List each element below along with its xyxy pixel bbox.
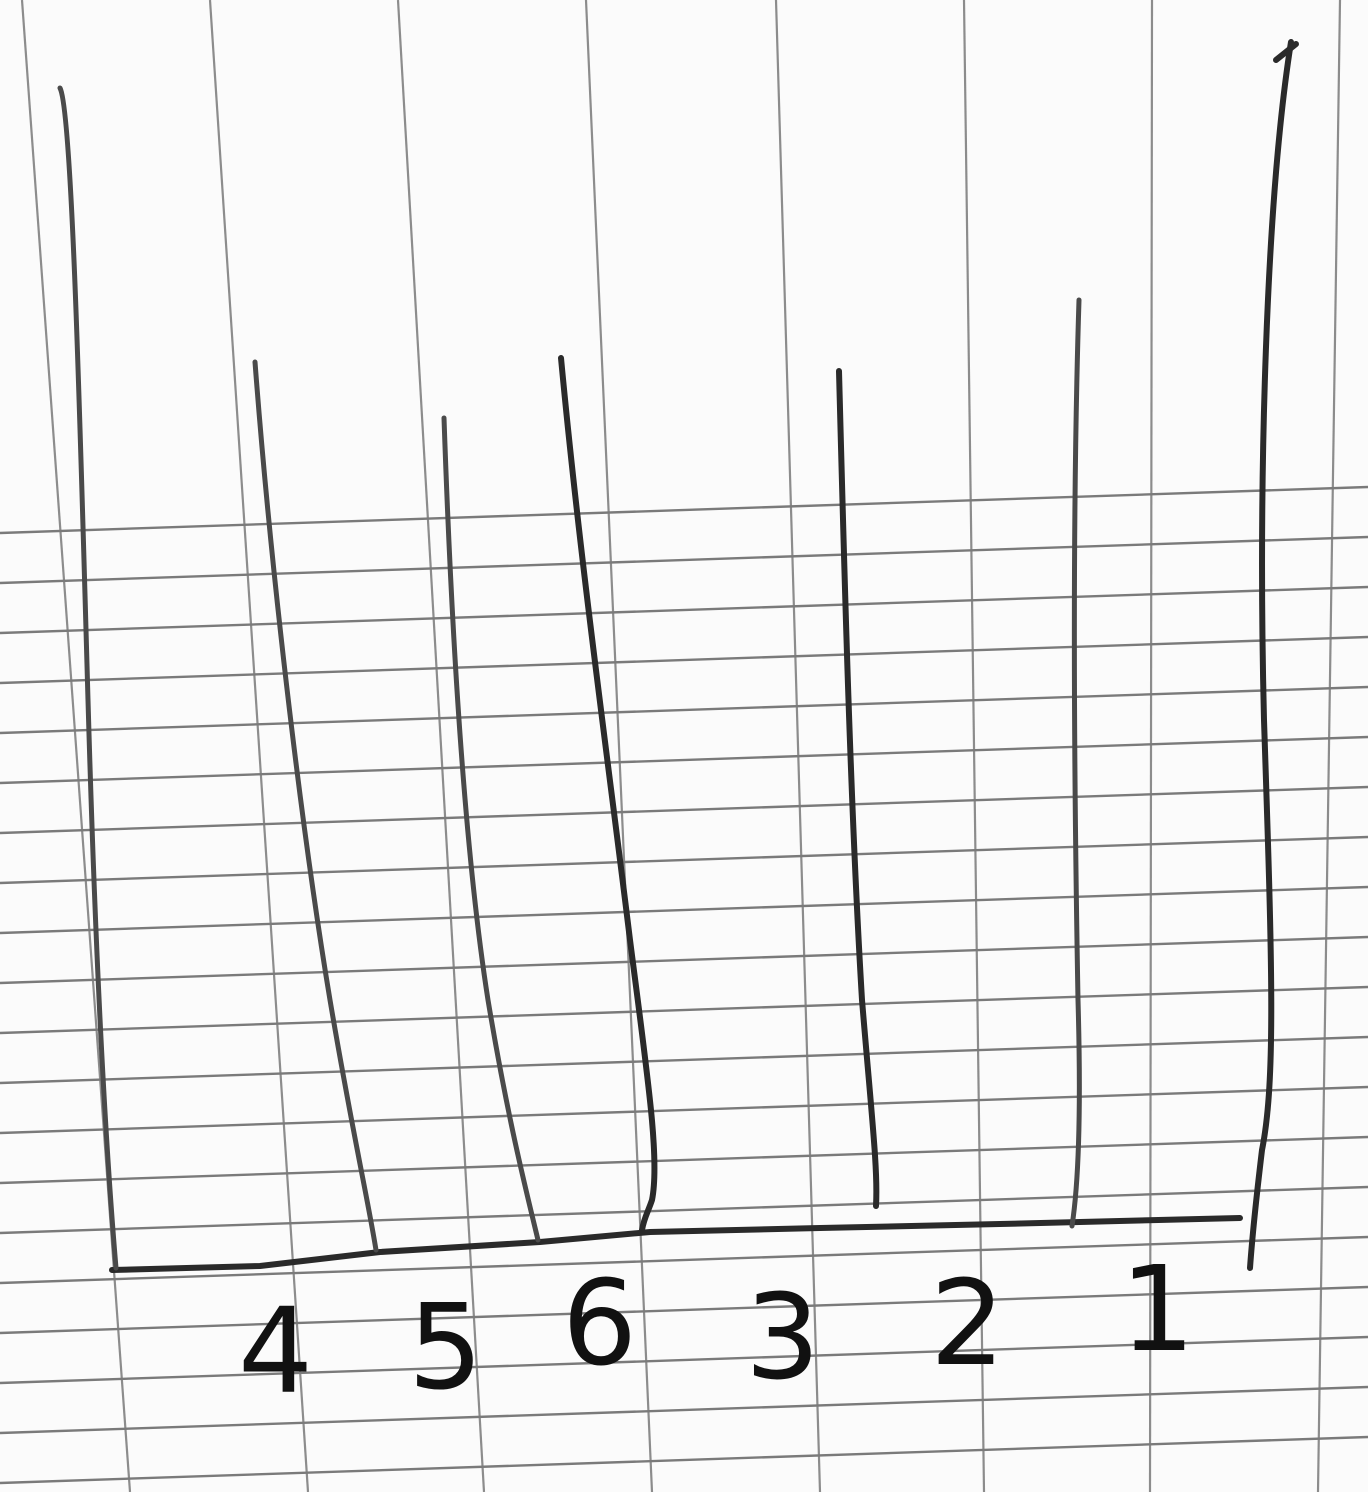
baseline-labels: 4 5 6 3 2 1 (238, 1240, 1195, 1420)
stick-2 (252, 359, 379, 1253)
stick-3 (441, 415, 541, 1243)
label-5: 5 (408, 1278, 483, 1416)
baseline (109, 1215, 1243, 1273)
stick-4 (558, 355, 658, 1233)
stick-6 (1069, 297, 1082, 1229)
stick-1 (57, 85, 119, 1271)
stick-7-tip-mark (1273, 41, 1299, 63)
stick-5 (836, 368, 880, 1209)
label-2: 2 (930, 1254, 1005, 1392)
label-4: 4 (238, 1282, 313, 1420)
label-1: 1 (1120, 1240, 1195, 1378)
paper-vertical-rulings (20, 0, 1342, 1492)
label-6: 6 (562, 1254, 637, 1392)
label-3: 3 (745, 1268, 820, 1406)
paper-horizontal-rulings (0, 485, 1368, 1485)
stick-7 (1247, 39, 1294, 1271)
